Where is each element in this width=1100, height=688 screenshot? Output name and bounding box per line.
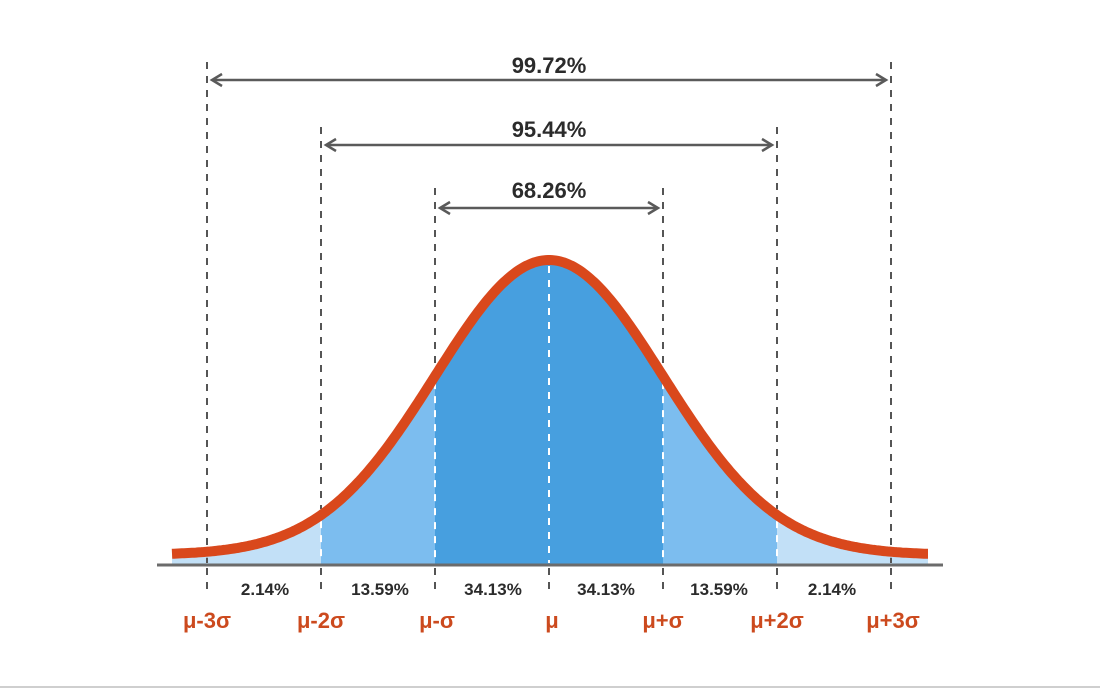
band-middle-left xyxy=(321,260,435,565)
x-tick-label: μ+2σ xyxy=(750,608,804,633)
arrowhead-right-icon xyxy=(761,137,775,153)
bell-area xyxy=(172,260,928,565)
x-tick-label: μ-σ xyxy=(419,608,455,633)
band-label: 34.13% xyxy=(464,580,522,599)
band-label: 13.59% xyxy=(690,580,748,599)
x-tick-label: μ+σ xyxy=(642,608,683,633)
bell-curve xyxy=(171,255,928,559)
x-tick-label: μ+3σ xyxy=(866,608,920,633)
range-label-68: 68.26% xyxy=(512,178,587,203)
band-label: 34.13% xyxy=(577,580,635,599)
range-label-99: 99.72% xyxy=(512,53,587,78)
band-label: 13.59% xyxy=(351,580,409,599)
arrowhead-right-icon xyxy=(647,200,661,216)
arrowhead-left-icon xyxy=(209,72,223,88)
band-outer-left xyxy=(172,260,321,565)
bottom-border xyxy=(0,686,1100,688)
band-label: 2.14% xyxy=(241,580,289,599)
arrowhead-left-icon xyxy=(437,200,451,216)
x-tick-label: μ-2σ xyxy=(297,608,345,633)
arrowhead-left-icon xyxy=(323,137,337,153)
band-outer-right xyxy=(777,260,928,565)
x-tick-label: μ-3σ xyxy=(183,608,231,633)
band-label: 2.14% xyxy=(808,580,856,599)
range-arrows xyxy=(209,72,889,216)
range-label-95: 95.44% xyxy=(512,117,587,142)
x-tick-label: μ xyxy=(545,608,558,633)
arrowhead-right-icon xyxy=(875,72,889,88)
sigma-guide-lines xyxy=(206,62,892,596)
band-middle-right xyxy=(663,260,777,565)
